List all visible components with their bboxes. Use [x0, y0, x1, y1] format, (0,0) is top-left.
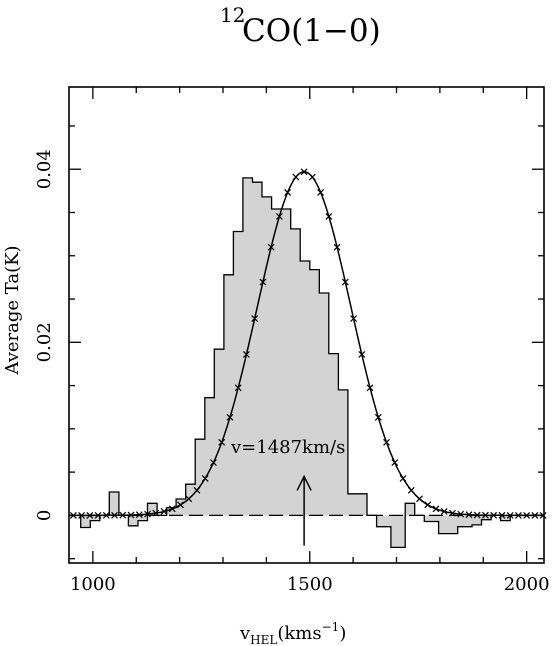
- fit-marker: [440, 508, 448, 515]
- fit-marker: [523, 511, 531, 519]
- x-label-units-open: (kms: [277, 623, 321, 644]
- x-label-units-superscript: −1: [322, 620, 340, 634]
- fit-marker: [201, 474, 209, 482]
- x-tick-label: 1000: [70, 574, 116, 595]
- fit-marker: [160, 508, 168, 515]
- velocity-arrow-head: [296, 474, 312, 491]
- fit-marker: [341, 278, 349, 286]
- x-label-v: v: [239, 623, 251, 644]
- fit-marker: [490, 511, 498, 519]
- x-label-units-close: ): [339, 623, 346, 644]
- fit-marker: [275, 213, 283, 220]
- fit-marker: [242, 351, 250, 358]
- fit-marker: [292, 173, 300, 181]
- fit-marker: [168, 505, 176, 513]
- fit-marker: [506, 511, 514, 519]
- x-label-subscript: HEL: [250, 633, 277, 646]
- fit-marker: [251, 315, 259, 322]
- fit-marker: [300, 168, 308, 176]
- fit-marker: [325, 213, 333, 220]
- title-text: CO(1−0): [242, 13, 381, 49]
- fit-marker: [210, 459, 217, 467]
- fit-marker: [366, 384, 374, 392]
- plot-frame: [68, 86, 545, 564]
- fit-marker: [383, 438, 390, 446]
- fit-marker: [407, 486, 415, 494]
- annotation: v=1487km/s: [230, 437, 345, 546]
- chart-title: 12 CO(1−0): [220, 3, 381, 49]
- fit-marker: [259, 278, 267, 286]
- fit-marker: [94, 511, 102, 519]
- title-superscript: 12: [220, 3, 245, 27]
- fit-marker: [135, 511, 143, 519]
- fit-marker: [152, 509, 160, 517]
- fit-marker: [308, 173, 316, 181]
- fit-marker: [498, 511, 506, 519]
- fit-marker: [234, 384, 242, 392]
- y-tick-label: 0.04: [34, 149, 55, 189]
- fit-marker: [514, 511, 522, 519]
- x-axis-label: vHEL(kms−1): [239, 620, 346, 646]
- fit-marker: [432, 505, 440, 513]
- fit-marker: [78, 511, 86, 519]
- fit-marker: [185, 495, 193, 503]
- fit-marker: [127, 511, 135, 519]
- plot-layer: [69, 168, 547, 549]
- fit-marker: [449, 509, 456, 517]
- fit-marker: [358, 351, 366, 358]
- x-tick-label: 1500: [287, 574, 333, 595]
- fit-marker: [391, 459, 399, 467]
- fit-marker: [482, 511, 489, 519]
- fit-marker: [457, 510, 465, 518]
- fit-marker: [267, 243, 275, 251]
- fit-marker: [119, 511, 127, 519]
- fit-marker: [317, 189, 325, 196]
- fit-marker: [177, 501, 184, 509]
- fit-marker: [374, 413, 382, 421]
- y-tick-label: 0.02: [34, 322, 55, 362]
- y-tick-label: 0: [34, 510, 55, 521]
- fit-marker: [333, 243, 341, 251]
- fit-marker: [111, 511, 118, 519]
- fit-marker: [144, 510, 151, 518]
- spectrum-fill: [69, 177, 544, 548]
- fit-marker: [86, 511, 94, 519]
- fit-marker: [465, 511, 473, 519]
- axis-ticks: 1000 1500 2000 0 0.02 0.04: [34, 87, 550, 595]
- fit-marker: [416, 495, 423, 503]
- fit-marker: [350, 315, 357, 322]
- y-axis-label: Average Ta(K): [2, 245, 23, 375]
- fit-marker: [399, 474, 407, 482]
- velocity-annotation: v=1487km/s: [230, 437, 345, 458]
- fit-marker: [193, 486, 201, 494]
- fit-marker: [473, 511, 481, 519]
- x-tick-label: 2000: [504, 574, 550, 595]
- fit-marker: [102, 511, 110, 519]
- fit-marker: [424, 501, 432, 509]
- fit-marker: [218, 438, 226, 446]
- fit-marker: [284, 189, 292, 196]
- fit-marker: [226, 413, 234, 421]
